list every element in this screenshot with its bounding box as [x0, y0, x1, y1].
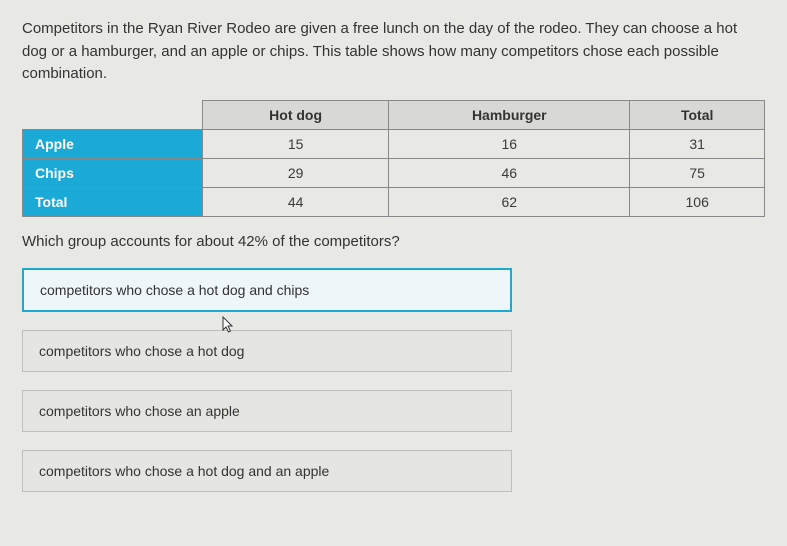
cell-chips-hamburger: 46: [389, 158, 630, 187]
option-hotdog[interactable]: competitors who chose a hot dog: [22, 330, 512, 372]
problem-prompt: Competitors in the Ryan River Rodeo are …: [22, 18, 765, 86]
row-header-total: Total: [23, 187, 203, 216]
option-hotdog-apple[interactable]: competitors who chose a hot dog and an a…: [22, 450, 512, 492]
cell-apple-total: 31: [630, 129, 765, 158]
col-header-total: Total: [630, 100, 765, 129]
cell-total-hotdog: 44: [203, 187, 389, 216]
col-header-hamburger: Hamburger: [389, 100, 630, 129]
option-hotdog-chips[interactable]: competitors who chose a hot dog and chip…: [22, 268, 512, 312]
question-text: Which group accounts for about 42% of th…: [22, 233, 765, 250]
cell-total-total: 106: [630, 187, 765, 216]
cell-apple-hamburger: 16: [389, 129, 630, 158]
row-header-apple: Apple: [23, 129, 203, 158]
table-header-row: Hot dog Hamburger Total: [23, 100, 765, 129]
table-row: Apple 15 16 31: [23, 129, 765, 158]
option-apple[interactable]: competitors who chose an apple: [22, 390, 512, 432]
table-row: Chips 29 46 75: [23, 158, 765, 187]
cell-chips-hotdog: 29: [203, 158, 389, 187]
cell-total-hamburger: 62: [389, 187, 630, 216]
col-header-hotdog: Hot dog: [203, 100, 389, 129]
row-header-chips: Chips: [23, 158, 203, 187]
cell-chips-total: 75: [630, 158, 765, 187]
data-table: Hot dog Hamburger Total Apple 15 16 31 C…: [22, 100, 765, 217]
cell-apple-hotdog: 15: [203, 129, 389, 158]
table-row: Total 44 62 106: [23, 187, 765, 216]
table-corner-cell: [23, 100, 203, 129]
